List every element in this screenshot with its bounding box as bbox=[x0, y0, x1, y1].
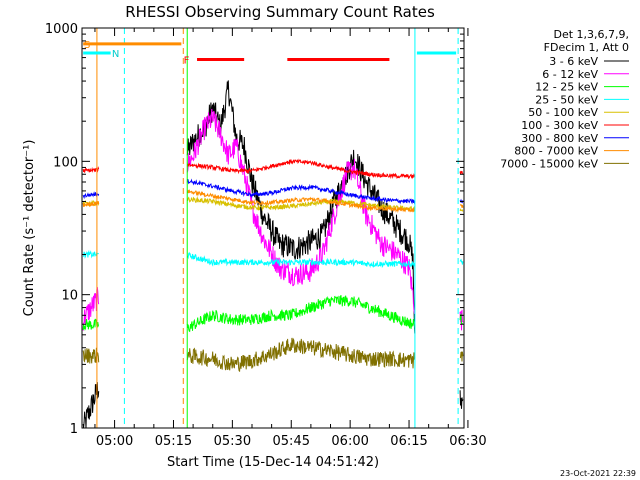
y-axis-label: Count Rate (s⁻¹ detector⁻¹) bbox=[22, 140, 37, 317]
legend-label: 800 - 7000 keV bbox=[514, 145, 598, 158]
series-line bbox=[82, 201, 100, 208]
legend-label: 7000 - 15000 keV bbox=[500, 157, 598, 170]
legend-label: 6 - 12 keV bbox=[542, 68, 598, 81]
saa-label: S bbox=[84, 40, 90, 51]
plot-frame bbox=[81, 27, 465, 429]
series-line bbox=[82, 286, 100, 331]
legend-label: 300 - 800 keV bbox=[521, 132, 598, 145]
x-tick-label: 06:15 bbox=[390, 434, 427, 449]
y-tick-label: 1000 bbox=[45, 22, 78, 37]
series-line bbox=[459, 309, 464, 331]
series-line bbox=[186, 294, 416, 333]
series-line bbox=[186, 80, 416, 334]
legend-header-decimation: FDecim 1, Att 0 bbox=[544, 41, 629, 54]
x-tick-label: 05:30 bbox=[214, 434, 251, 449]
series-3-6-kev bbox=[82, 80, 464, 429]
axes: 1 10 100 1000 05:00 05:15 05:30 05:45 06:00 06:15… bbox=[45, 22, 487, 449]
legend-label: 100 - 300 keV bbox=[521, 119, 598, 132]
series-line bbox=[187, 195, 416, 212]
x-tick-label: 06:30 bbox=[449, 434, 486, 449]
series-800-7000-kev bbox=[82, 189, 464, 214]
series-line bbox=[186, 178, 416, 205]
plot-area: S N F bbox=[82, 28, 464, 429]
series-line bbox=[82, 166, 100, 174]
series-line bbox=[82, 347, 100, 364]
series-line bbox=[186, 158, 416, 180]
x-tick-label: 05:45 bbox=[273, 434, 310, 449]
series-line bbox=[459, 390, 464, 409]
flare-label: F bbox=[184, 56, 190, 67]
x-tick-label: 06:00 bbox=[331, 434, 368, 449]
series-6-12-kev bbox=[82, 108, 464, 331]
legend-label: 3 - 6 keV bbox=[549, 55, 598, 68]
series-7000-15000-kev bbox=[82, 337, 464, 373]
series-line bbox=[82, 382, 100, 429]
series-line bbox=[82, 318, 100, 331]
legend-label: 12 - 25 keV bbox=[535, 81, 598, 94]
y-tick-label: 100 bbox=[53, 155, 78, 170]
y-tick-label: 10 bbox=[61, 289, 78, 304]
x-tick-label: 05:15 bbox=[155, 434, 192, 449]
legend-label: 50 - 100 keV bbox=[528, 106, 598, 119]
series-line bbox=[459, 208, 464, 212]
night-label: N bbox=[112, 49, 119, 60]
footer-timestamp: 23-Oct-2021 22:39 bbox=[560, 469, 636, 478]
series-line bbox=[186, 337, 416, 373]
y-tick-label: 1 bbox=[70, 422, 78, 437]
legend-header-detectors: Det 1,3,6,7,9, bbox=[553, 28, 629, 41]
series-line bbox=[186, 108, 416, 315]
chart-title: RHESSI Observing Summary Count Rates bbox=[125, 3, 435, 21]
series-line bbox=[459, 258, 464, 265]
series-line bbox=[459, 204, 464, 208]
legend: Det 1,3,6,7,9, FDecim 1, Att 0 3 - 6 keV… bbox=[500, 28, 629, 170]
x-axis-label: Start Time (15-Dec-14 04:51:42) bbox=[167, 455, 379, 470]
series-line bbox=[186, 251, 415, 269]
x-tick-label: 05:00 bbox=[96, 434, 133, 449]
legend-label: 25 - 50 keV bbox=[535, 93, 598, 106]
series-line bbox=[82, 191, 100, 200]
series-line bbox=[187, 189, 416, 214]
series-line bbox=[459, 351, 464, 362]
